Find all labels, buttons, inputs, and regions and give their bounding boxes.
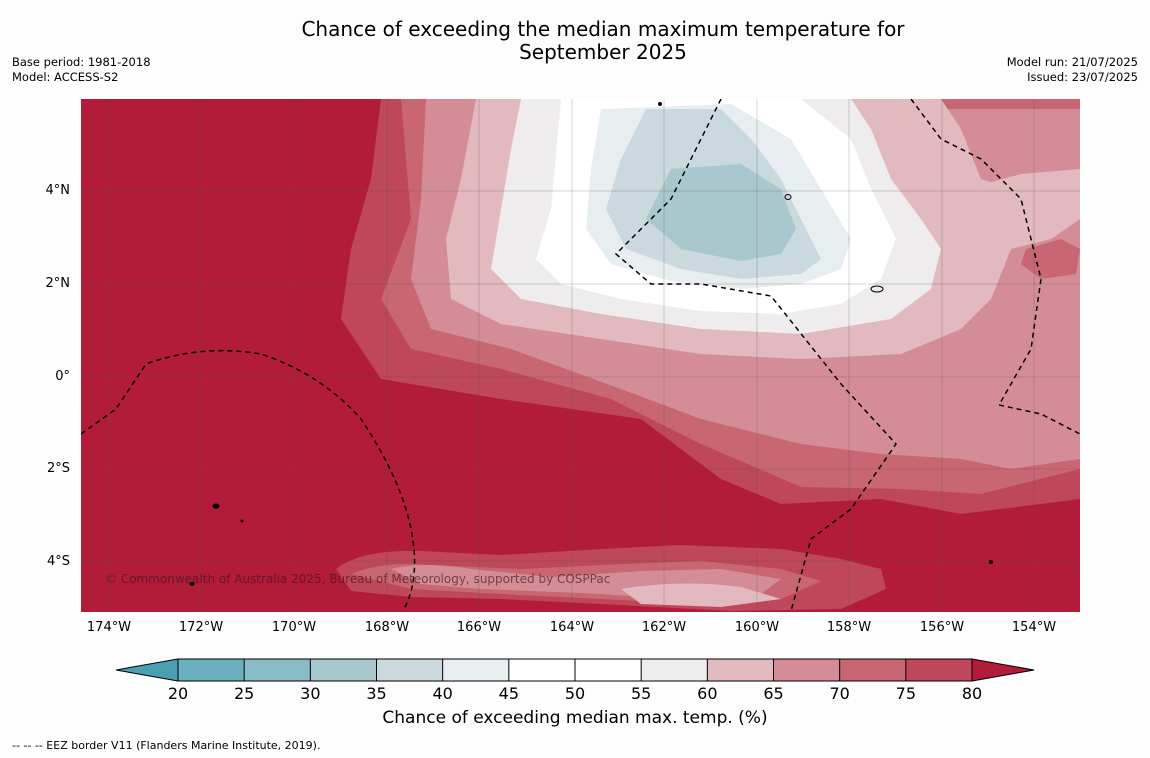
colorbar-segment: [641, 659, 708, 681]
colorbar-segment: [905, 659, 973, 681]
lat-label: 2°S: [46, 461, 70, 476]
lon-label: 174°W: [86, 620, 132, 635]
colorbar-segment: [310, 659, 377, 681]
lon-label: 170°W: [271, 620, 317, 635]
colorbar-segment: [773, 659, 841, 681]
eez-border-central: [614, 99, 897, 612]
colorbar-tick-label: 30: [300, 684, 321, 703]
colorbar-tick-label: 65: [763, 684, 784, 703]
lon-label: 160°W: [734, 620, 780, 635]
colorbar-segment: [575, 659, 642, 681]
eez-borders: [81, 99, 1080, 612]
chart-title: Chance of exceeding the median maximum t…: [0, 18, 1150, 64]
title-line-2: September 2025: [519, 40, 687, 64]
model-run: Model run: 21/07/2025: [1006, 55, 1138, 69]
colorbar-tick-label: 75: [895, 684, 916, 703]
island-2: [189, 582, 195, 586]
colorbar-segment: [442, 659, 510, 681]
colorbar-low-extend: [115, 658, 179, 682]
region-60-65-south: [621, 583, 781, 607]
lon-label: 158°W: [826, 620, 872, 635]
title-line-1: Chance of exceeding the median maximum t…: [301, 17, 905, 41]
region-east-pale: [966, 169, 1080, 209]
colorbar-segments: [178, 659, 973, 681]
islands: [189, 102, 993, 586]
colorbar-segment: [376, 659, 444, 681]
colorbar-high-extend: [971, 658, 1035, 682]
island-5: [989, 560, 993, 564]
colorbar-segment: [178, 659, 245, 681]
colorbar-tick-label: 70: [829, 684, 850, 703]
lat-label: 2°N: [45, 276, 71, 291]
colorbar-segment: [244, 659, 311, 681]
model-name: Model: ACCESS-S2: [12, 70, 119, 84]
colorbar-segment: [707, 659, 774, 681]
colorbar-segment: [508, 659, 576, 681]
map-svg: [81, 99, 1080, 612]
colorbar-tick-label: 45: [498, 684, 519, 703]
colorbar-title: Chance of exceeding median max. temp. (%…: [382, 708, 768, 728]
map-gridlines: [81, 99, 1080, 612]
region-30-35: [646, 164, 796, 261]
meta-left: Base period: 1981-2018 Model: ACCESS-S2: [12, 55, 151, 85]
issued-date: Issued: 23/07/2025: [1027, 70, 1138, 84]
eez-legend: -- -- -- EEZ border V11 (Flanders Marine…: [12, 739, 321, 752]
island-1: [212, 503, 220, 509]
lon-label: 166°W: [456, 620, 502, 635]
forecast-map: © Commonwealth of Australia 2025, Bureau…: [81, 99, 1080, 612]
colorbar-tick-label: 60: [697, 684, 718, 703]
lon-label: 156°W: [919, 620, 965, 635]
island-7: [240, 519, 244, 523]
region-east-blob: [1021, 239, 1080, 279]
colorbar-tick-label: 35: [366, 684, 387, 703]
island-4: [870, 285, 884, 293]
lon-label: 172°W: [178, 620, 224, 635]
eez-border-east: [910, 99, 1080, 435]
colorbar-tick-label: 20: [167, 684, 189, 703]
colorbar-tick-label: 55: [630, 684, 652, 703]
colorbar-tick-label: 25: [233, 684, 255, 703]
colorbar-segment: [839, 659, 907, 681]
lat-label: 4°S: [46, 554, 70, 569]
island-3: [784, 194, 792, 200]
colorbar-tick-label: 80: [961, 684, 983, 703]
colorbar-ticks: [243, 659, 907, 681]
colorbar-tick-label: 40: [432, 684, 453, 703]
lon-label: 164°W: [549, 620, 595, 635]
colorbar: [115, 658, 1035, 682]
lat-label: 4°N: [45, 183, 71, 198]
lon-label: 154°W: [1011, 620, 1057, 635]
colorbar-tick-label: 50: [564, 684, 586, 703]
lon-label: 162°W: [641, 620, 687, 635]
base-period: Base period: 1981-2018: [12, 55, 151, 69]
lon-label: 168°W: [364, 620, 410, 635]
lat-label: 0°: [55, 369, 70, 384]
island-6: [658, 102, 662, 106]
copyright-notice: © Commonwealth of Australia 2025, Bureau…: [105, 572, 611, 586]
meta-right: Model run: 21/07/2025 Issued: 23/07/2025: [1007, 55, 1138, 85]
